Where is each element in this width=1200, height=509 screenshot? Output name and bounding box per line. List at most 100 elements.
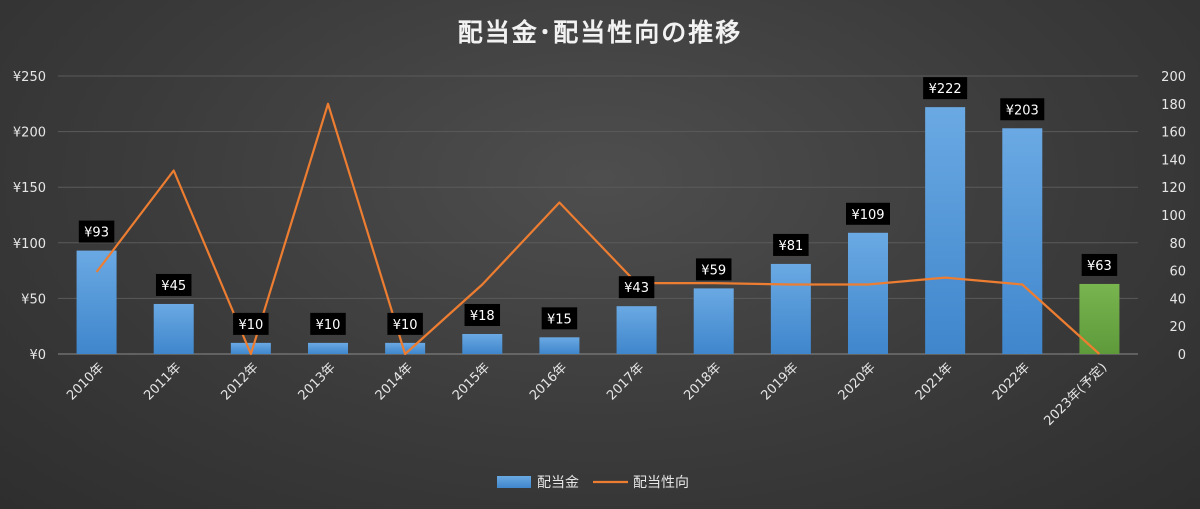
line-series — [95, 102, 1101, 356]
data-label-text: ¥18 — [470, 309, 495, 324]
x-category-label: 2022年 — [990, 360, 1033, 403]
data-label-box — [618, 276, 655, 299]
legend-label-dividend: 配当金 — [537, 475, 579, 491]
y-right-tick-label: 80 — [1169, 237, 1186, 252]
data-label: ¥93 — [78, 220, 115, 243]
data-label-text: ¥63 — [1087, 259, 1112, 274]
data-label-box — [541, 307, 578, 330]
data-label-box — [773, 233, 809, 256]
bar — [693, 288, 734, 354]
y-left-tick-label: ¥100 — [13, 237, 46, 252]
data-label-text: ¥93 — [84, 226, 109, 241]
y-right-tick-label: 180 — [1161, 98, 1186, 113]
x-category-label: 2011年 — [141, 360, 184, 403]
bar — [848, 232, 888, 354]
y-right-tick-label: 120 — [1161, 181, 1186, 196]
y-right-tick-label: 160 — [1161, 126, 1186, 141]
y-left-tick-label: ¥150 — [13, 181, 46, 196]
data-label-box — [233, 312, 269, 335]
legend-swatch-bar — [497, 476, 531, 488]
bar — [616, 306, 657, 354]
x-axis: 2010年 2011年 2012年 2013年 2014年 2015年 2016年 2017年… — [64, 360, 1110, 429]
data-label-box — [846, 202, 890, 225]
x-category-label: 2015年 — [450, 360, 493, 403]
data-label-box — [78, 220, 115, 243]
y-left-tick-label: ¥200 — [13, 126, 46, 141]
bar — [1079, 283, 1120, 354]
y-right-tick-label: 40 — [1169, 292, 1186, 307]
y-left-tick-label: ¥250 — [13, 70, 46, 85]
data-label-text: ¥59 — [701, 263, 726, 278]
data-label: ¥109 — [846, 202, 890, 225]
y-left-tick-label: ¥0 — [29, 348, 46, 363]
y-right-tick-label: 140 — [1161, 153, 1186, 168]
data-label-box — [387, 312, 423, 335]
y-axis-right: 0 20 40 60 80 100 120 140 160 180 200 — [1161, 70, 1186, 363]
bar — [539, 337, 580, 354]
x-category-label: 2020年 — [836, 360, 879, 403]
data-label-box — [1081, 253, 1118, 276]
data-label-box — [155, 273, 192, 296]
data-label: ¥18 — [464, 303, 501, 326]
data-labels: ¥93 ¥45 ¥10 ¥10 ¥10 ¥18 ¥15 ¥43 ¥59 ¥81 ¥109 ¥222 ¥2… — [78, 77, 1118, 335]
x-category-label: 2016年 — [527, 360, 570, 403]
bar — [385, 342, 426, 354]
data-label-text: ¥10 — [238, 318, 263, 333]
data-label-text: ¥10 — [316, 318, 341, 333]
x-category-label: 2018年 — [681, 360, 724, 403]
data-label-text: ¥109 — [851, 208, 884, 223]
data-label-text: ¥43 — [624, 281, 649, 296]
y-right-tick-label: 100 — [1161, 209, 1186, 224]
y-right-tick-label: 0 — [1178, 348, 1186, 363]
data-label-box — [310, 312, 346, 335]
y-right-tick-label: 20 — [1169, 320, 1186, 335]
data-label-text: ¥203 — [1006, 103, 1039, 118]
y-right-tick-label: 60 — [1169, 265, 1186, 280]
y-axis-left: ¥0 ¥50 ¥100 ¥150 ¥200 ¥250 — [13, 70, 46, 363]
x-category-label: 2014年 — [373, 360, 416, 403]
bar — [308, 342, 348, 354]
bar — [462, 333, 503, 354]
bar — [925, 107, 966, 354]
data-label: ¥63 — [1081, 253, 1118, 276]
data-label-text: ¥10 — [393, 318, 418, 333]
data-label: ¥81 — [773, 233, 809, 256]
data-label: ¥10 — [387, 312, 423, 335]
y-right-tick-label: 200 — [1161, 70, 1186, 85]
data-label: ¥45 — [155, 273, 192, 296]
data-label-text: ¥81 — [778, 239, 803, 254]
bar — [153, 303, 194, 354]
bar — [1002, 128, 1043, 354]
data-label: ¥10 — [310, 312, 346, 335]
x-category-label: 2010年 — [64, 360, 107, 403]
data-label-text: ¥45 — [161, 279, 186, 294]
data-label: ¥59 — [695, 258, 732, 281]
x-category-label: 2021年 — [913, 360, 956, 403]
x-category-label: 2012年 — [218, 360, 261, 403]
data-label-box — [1000, 98, 1045, 121]
x-category-label: 2019年 — [758, 360, 801, 403]
bar — [770, 263, 811, 354]
x-category-label: 2017年 — [604, 360, 647, 403]
data-label: ¥222 — [923, 77, 968, 100]
legend-label-payout-ratio: 配当性向 — [633, 475, 689, 491]
bar-series — [76, 107, 1120, 354]
x-category-label: 2013年 — [296, 360, 339, 403]
data-label-box — [923, 77, 968, 100]
bar — [76, 250, 117, 354]
legend: 配当金 配当性向 — [497, 475, 689, 491]
y-left-tick-label: ¥50 — [21, 292, 46, 307]
data-label-text: ¥222 — [929, 82, 962, 97]
data-label-box — [695, 258, 732, 281]
data-label: ¥15 — [541, 307, 578, 330]
data-label: ¥203 — [1000, 98, 1045, 121]
data-label-text: ¥15 — [547, 312, 572, 327]
x-category-label: 2023年(予定) — [1042, 360, 1111, 429]
data-label: ¥10 — [233, 312, 269, 335]
bar — [230, 342, 271, 354]
payout-ratio-line — [95, 102, 1101, 356]
chart-title: 配当金･配当性向の推移 — [458, 18, 743, 47]
data-label-box — [464, 303, 501, 326]
